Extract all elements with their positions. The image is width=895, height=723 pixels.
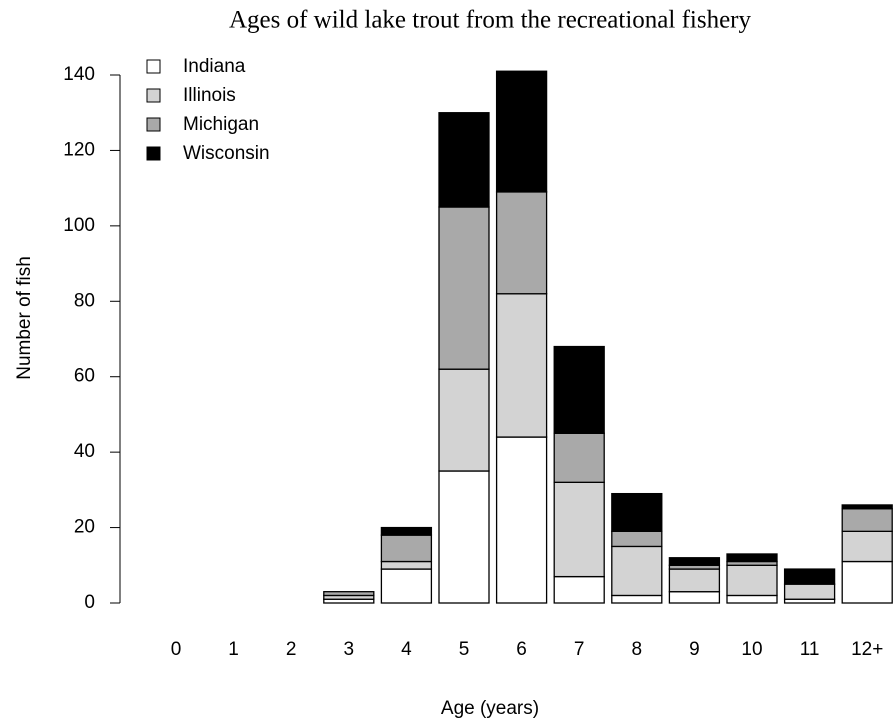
bar-segment bbox=[380, 534, 433, 563]
bar-segment bbox=[841, 560, 893, 604]
x-tick-label: 10 bbox=[741, 639, 762, 660]
bar-segment bbox=[783, 568, 836, 585]
x-tick-label: 0 bbox=[171, 639, 182, 660]
y-tick-label: 100 bbox=[63, 215, 95, 236]
bar-segment bbox=[553, 432, 605, 483]
bar-segment bbox=[553, 481, 605, 578]
bar-segment bbox=[668, 568, 721, 593]
y-tick-label: 140 bbox=[63, 64, 95, 85]
y-tick-label: 60 bbox=[74, 366, 95, 387]
bar-segment bbox=[611, 545, 663, 597]
bar-segment bbox=[553, 345, 605, 434]
bar-segment bbox=[668, 591, 721, 604]
bar-segment bbox=[495, 70, 548, 193]
bar-segment bbox=[611, 594, 663, 604]
chart-title: Ages of wild lake trout from the recreat… bbox=[229, 7, 752, 34]
x-axis-title: Age (years) bbox=[441, 698, 539, 719]
legend-label: Michigan bbox=[183, 114, 259, 135]
x-tick-label: 3 bbox=[344, 639, 355, 660]
legend-label: Wisconsin bbox=[183, 143, 270, 164]
legend-label: Indiana bbox=[183, 56, 246, 77]
bar-segment bbox=[726, 553, 778, 563]
bar-segment bbox=[380, 560, 433, 570]
bar-segment bbox=[841, 530, 893, 563]
legend-swatch bbox=[146, 146, 161, 161]
x-tick-label: 12+ bbox=[851, 639, 883, 660]
y-tick-label: 120 bbox=[63, 139, 95, 160]
y-tick-label: 0 bbox=[84, 592, 95, 613]
x-tick-label: 5 bbox=[459, 639, 470, 660]
bar-segment bbox=[841, 508, 893, 532]
legend-swatch bbox=[146, 88, 161, 103]
legend-label: Illinois bbox=[183, 85, 236, 106]
bar-segment bbox=[553, 575, 605, 604]
bar-segment bbox=[841, 504, 893, 510]
bar-segment bbox=[495, 191, 548, 295]
bar-segment bbox=[726, 594, 778, 604]
x-tick-label: 4 bbox=[401, 639, 412, 660]
bar-segment bbox=[668, 557, 721, 566]
bar-segment bbox=[726, 564, 778, 597]
x-tick-label: 8 bbox=[632, 639, 643, 660]
x-tick-label: 6 bbox=[516, 639, 527, 660]
bar-segment bbox=[438, 470, 490, 604]
legend-swatch bbox=[146, 117, 161, 132]
bar-segment bbox=[438, 368, 490, 472]
x-tick-label: 11 bbox=[800, 639, 820, 660]
bar-segment bbox=[611, 492, 663, 532]
y-tick-label: 20 bbox=[74, 517, 95, 538]
x-tick-label: 7 bbox=[574, 639, 585, 660]
bar-segment bbox=[438, 206, 490, 370]
bar-segment bbox=[611, 530, 663, 548]
x-tick-label: 2 bbox=[286, 639, 297, 660]
bar-segment bbox=[495, 293, 548, 438]
legend-swatch bbox=[146, 59, 161, 74]
bar-segment bbox=[783, 583, 836, 600]
bar-segment bbox=[380, 568, 433, 604]
bar-segment bbox=[380, 526, 433, 536]
x-tick-label: 1 bbox=[228, 639, 239, 660]
bar-segment bbox=[323, 591, 375, 597]
y-tick-label: 40 bbox=[74, 441, 95, 462]
bar-segment bbox=[438, 112, 490, 208]
bar-segment bbox=[495, 436, 548, 604]
y-tick-label: 80 bbox=[74, 290, 95, 311]
x-tick-label: 9 bbox=[689, 639, 700, 660]
y-axis-title: Number of fish bbox=[14, 256, 35, 380]
